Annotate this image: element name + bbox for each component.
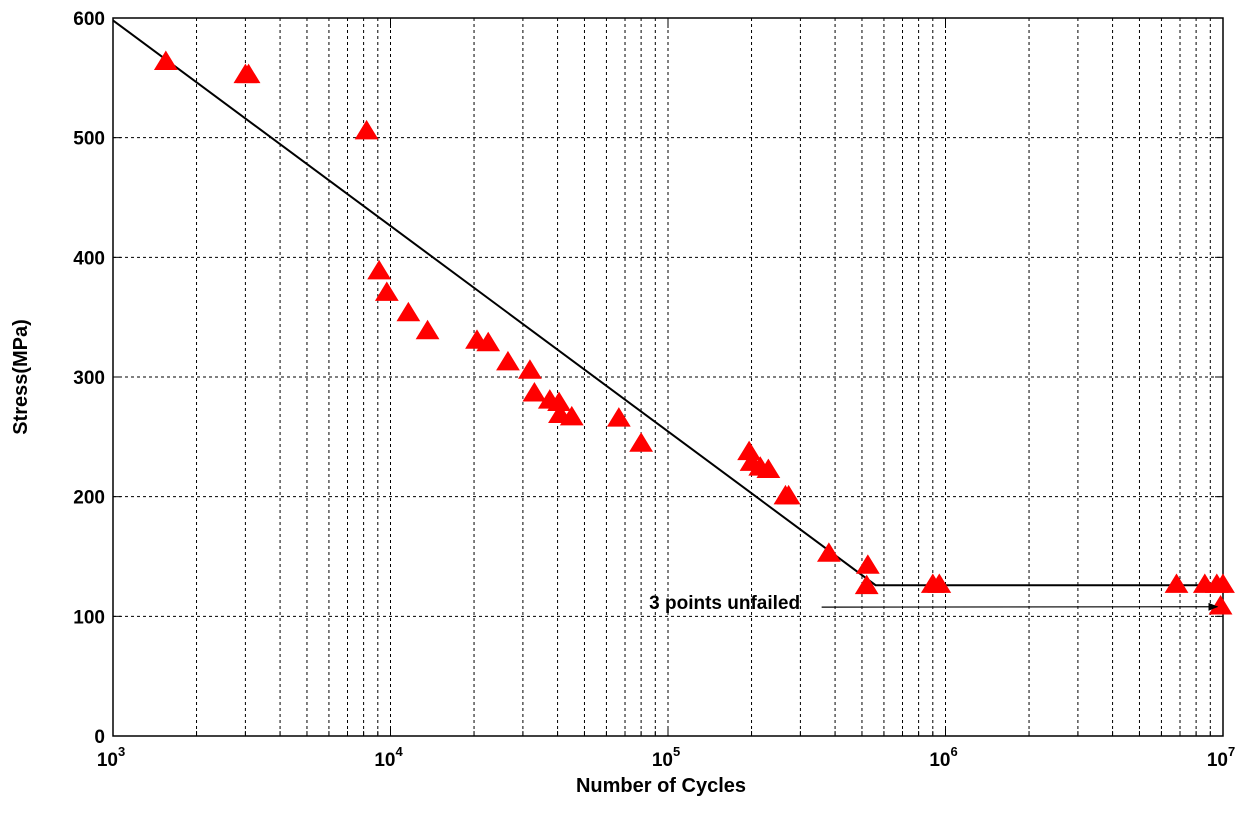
data-point bbox=[855, 554, 880, 574]
data-point bbox=[396, 301, 421, 322]
data-point bbox=[1208, 595, 1233, 615]
data-point bbox=[522, 381, 547, 402]
annotation-layer: 3 points unfailed bbox=[649, 593, 1219, 614]
y-tick-label: 500 bbox=[73, 129, 105, 150]
data-point bbox=[1211, 573, 1235, 593]
x-tick-label: 106 bbox=[929, 744, 957, 771]
data-point bbox=[629, 432, 653, 452]
x-tick-label: 103 bbox=[97, 744, 125, 771]
fit-line-layer bbox=[112, 19, 1223, 587]
data-point bbox=[354, 119, 379, 140]
data-point bbox=[374, 281, 399, 301]
data-point bbox=[756, 458, 781, 479]
data-point bbox=[415, 319, 440, 340]
data-point bbox=[476, 331, 501, 352]
annotation-text: 3 points unfailed bbox=[649, 593, 800, 614]
x-tick-label: 105 bbox=[652, 744, 680, 771]
x-tick-label: 107 bbox=[1207, 744, 1235, 771]
y-tick-label: 100 bbox=[73, 607, 105, 628]
y-tick-label: 600 bbox=[73, 9, 105, 30]
x-tick-label: 104 bbox=[374, 744, 403, 771]
x-axis-label: Number of Cycles bbox=[576, 775, 746, 797]
data-point bbox=[854, 574, 879, 595]
y-tick-label: 0 bbox=[94, 727, 105, 748]
data-point bbox=[606, 407, 631, 427]
data-point bbox=[367, 259, 392, 280]
data-point bbox=[559, 405, 584, 426]
data-point bbox=[1164, 573, 1189, 593]
data-point bbox=[496, 350, 520, 371]
data-point bbox=[816, 542, 841, 562]
data-point bbox=[153, 50, 178, 70]
y-tick-label: 200 bbox=[73, 488, 105, 509]
data-point bbox=[776, 484, 801, 505]
data-points bbox=[153, 50, 1235, 615]
y-tick-label: 300 bbox=[73, 368, 105, 389]
grid bbox=[113, 18, 1223, 736]
data-point bbox=[927, 573, 952, 593]
y-axis-label: Stress(MPa) bbox=[10, 319, 32, 435]
y-tick-label: 400 bbox=[73, 248, 105, 269]
data-point bbox=[518, 359, 542, 379]
axes: 0 100 200 300 400 500 600 103 104 105 106 107 bbox=[73, 9, 1235, 771]
fit-line bbox=[112, 19, 1223, 587]
data-point bbox=[236, 63, 261, 84]
